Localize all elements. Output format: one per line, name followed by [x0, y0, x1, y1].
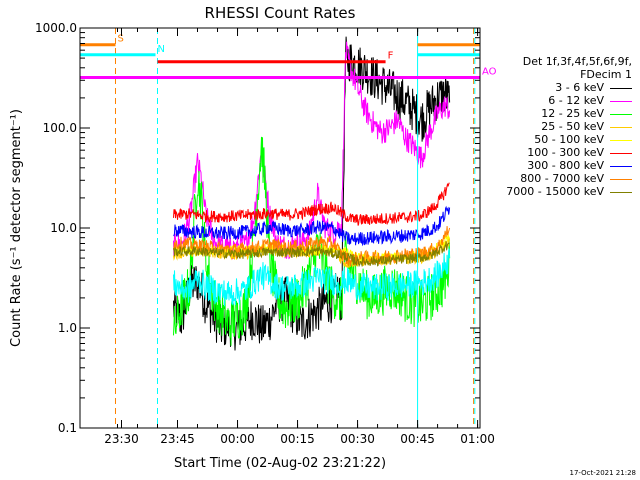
- y-tick-label: 1000.0: [35, 21, 77, 35]
- series-line: [173, 182, 450, 226]
- legend-entry: 50 - 100 keV: [534, 133, 632, 146]
- legend-entry-label: 3 - 6 keV: [555, 81, 604, 94]
- legend-swatch: [610, 139, 632, 141]
- x-axis-label: Start Time (02-Aug-02 23:21:22): [174, 456, 386, 471]
- annotation-label: AO: [482, 66, 497, 77]
- legend-entry-label: 300 - 800 keV: [527, 159, 604, 172]
- legend-entry-label: 12 - 25 keV: [541, 107, 604, 120]
- legend-swatch: [610, 178, 632, 180]
- series-line: [173, 36, 451, 351]
- chart-title: RHESSI Count Rates: [205, 4, 356, 22]
- legend-entry-label: 6 - 12 keV: [548, 94, 604, 107]
- x-tick-label: 00:00: [220, 432, 255, 446]
- y-tick-label: 100.0: [43, 121, 77, 135]
- x-tick-label: 23:45: [160, 432, 195, 446]
- legend-entry: 12 - 25 keV: [541, 107, 632, 120]
- legend-entry-label: 800 - 7000 keV: [520, 172, 604, 185]
- legend-swatch: [610, 100, 632, 102]
- y-tick-label: 0.1: [58, 421, 77, 435]
- timestamp: 17-Oct-2021 21:28: [569, 469, 636, 477]
- legend-entry: 7000 - 15000 keV: [506, 185, 632, 198]
- legend-entry: 6 - 12 keV: [548, 94, 632, 107]
- series-line: [173, 241, 450, 268]
- annotation-label: S: [117, 34, 123, 45]
- y-tick-label: 1.0: [58, 321, 77, 335]
- y-axis-label: Count Rate (s⁻¹ detector segment⁻¹): [9, 109, 24, 347]
- legend-swatch: [610, 165, 632, 167]
- legend-header: Det 1f,3f,4f,5f,6f,9f,: [522, 55, 632, 68]
- axis-layer: 0.1 1.0 10.0 100.0 1000.0 23:30 23:45 00:00 00:1…: [35, 21, 495, 446]
- x-tick-label: 00:45: [400, 432, 435, 446]
- series-line: [173, 248, 451, 307]
- data-layer: [173, 36, 451, 351]
- legend-entry-label: 7000 - 15000 keV: [506, 185, 604, 198]
- x-tick-label: 00:15: [280, 432, 315, 446]
- x-tick-label: 23:30: [104, 432, 139, 446]
- annotation-label: N: [158, 44, 165, 55]
- legend-entry: 25 - 50 keV: [541, 120, 632, 133]
- x-tick-label: 00:30: [340, 432, 375, 446]
- legend-entry: 3 - 6 keV: [555, 81, 632, 94]
- legend-swatch: [610, 126, 632, 128]
- legend-swatch: [610, 87, 632, 89]
- legend-swatch: [610, 191, 632, 193]
- legend-entry-label: 100 - 300 keV: [527, 146, 604, 159]
- legend-entry-label: 50 - 100 keV: [534, 133, 604, 146]
- legend-swatch: [610, 152, 632, 154]
- legend-entry: 300 - 800 keV: [527, 159, 632, 172]
- legend-header: FDecim 1: [580, 68, 632, 81]
- legend-entry-label: 25 - 50 keV: [541, 120, 604, 133]
- legend-entry: 800 - 7000 keV: [520, 172, 632, 185]
- x-tick-label: 01:00: [460, 432, 495, 446]
- series-line: [173, 205, 451, 247]
- y-tick-label: 10.0: [50, 221, 77, 235]
- legend-swatch: [610, 113, 632, 115]
- legend-entry: 100 - 300 keV: [527, 146, 632, 159]
- annotation-label: F: [388, 51, 394, 62]
